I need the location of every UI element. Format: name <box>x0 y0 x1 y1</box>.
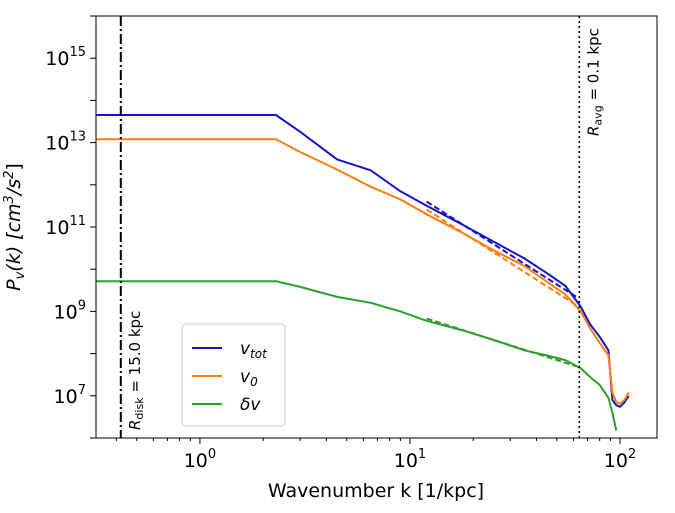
legend-label-vtot: vtot <box>240 339 268 361</box>
axis-ticks: 100 101 102 107 109 1011 1013 1015 <box>45 15 636 472</box>
y-tick-label: 1011 <box>45 214 86 239</box>
x-tick-label: 100 <box>184 447 216 472</box>
y-label-sub: v <box>13 271 28 279</box>
vline-label-rest: = 0.1 kpc <box>584 28 602 105</box>
x-axis-label: Wavenumber k [1/kpc] <box>268 480 484 502</box>
vline-label-r: R <box>584 126 602 136</box>
legend: vtot v0 δv <box>181 323 286 427</box>
legend-label-v0: v0 <box>240 367 258 389</box>
fit-line-1 <box>426 208 577 307</box>
fit-line-2 <box>426 317 577 368</box>
y-label-p: P <box>3 279 25 291</box>
y-tick-label: 1013 <box>45 130 86 155</box>
y-tick-label: 107 <box>54 383 86 408</box>
legend-label-deltav: δv <box>240 395 261 415</box>
y-label-sup1: 3 <box>2 195 17 203</box>
legend-v0-sub: 0 <box>250 375 258 389</box>
series-line-1 <box>96 138 630 405</box>
series-line-0 <box>96 114 630 408</box>
vline-label-rest: = 15.0 kpc <box>126 311 144 398</box>
y-axis-label: Pv(k) [cm3/s2] <box>2 163 28 291</box>
legend-vtot-main: v <box>240 339 251 359</box>
vline-label-sub: avg <box>591 105 604 125</box>
series-lines <box>96 114 630 431</box>
x-tick-label: 101 <box>394 447 426 472</box>
vline-label-1: Ravg = 0.1 kpc <box>584 28 604 136</box>
y-label-rest: (k) [cm <box>3 203 25 271</box>
legend-vtot-sub: tot <box>250 347 268 361</box>
y-tick-label: 109 <box>54 298 86 323</box>
vline-label-r: R <box>126 420 144 430</box>
legend-v0-main: v <box>240 367 251 387</box>
y-label-mid: /s <box>3 179 25 197</box>
y-tick-label: 1015 <box>45 45 86 70</box>
legend-box <box>181 323 286 427</box>
vline-label-0: Rdisk = 15.0 kpc <box>126 311 146 430</box>
x-tick-label: 102 <box>604 447 636 472</box>
y-label-end: ] <box>3 163 25 170</box>
vline-label-sub: disk <box>133 397 146 420</box>
y-label-sup2: 2 <box>2 171 17 179</box>
fit-line-0 <box>426 200 577 298</box>
